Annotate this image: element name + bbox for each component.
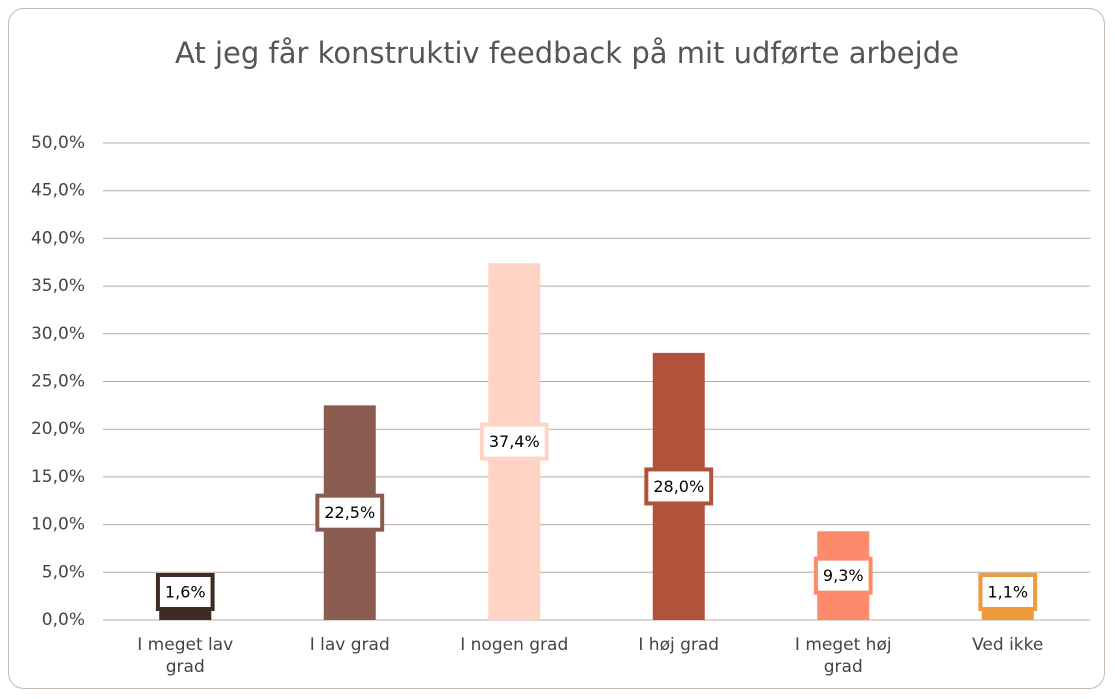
y-tick-label: 5,0% [42,562,85,582]
y-tick-label: 0,0% [42,610,85,630]
x-tick-label: Ved ikke [972,635,1044,655]
y-tick-label: 25,0% [31,372,85,392]
y-tick-label: 50,0% [31,133,85,153]
data-label: 37,4% [489,432,540,451]
x-tick-label: I meget høj grad [794,635,892,677]
y-tick-label: 30,0% [31,324,85,344]
x-tick-label: I meget lav grad [137,635,234,677]
data-label-box [479,422,549,461]
data-label-box [813,556,873,595]
y-tick-label: 20,0% [31,419,85,439]
chart-frame [8,8,1105,689]
data-label: 9,3% [823,566,864,585]
x-tick-label: I nogen grad [460,635,569,655]
y-tick-label: 15,0% [31,467,85,487]
y-tick-label: 10,0% [31,515,85,535]
data-label-box [315,493,385,532]
y-tick-label: 40,0% [31,228,85,248]
x-tick-label: I lav grad [309,635,390,655]
chart-title: At jeg får konstruktiv feedback på mit u… [175,36,959,70]
data-label: 1,1% [987,583,1028,602]
data-label-box [644,467,714,506]
y-tick-label: 35,0% [31,276,85,296]
data-label: 28,0% [653,477,704,496]
x-tick-label: I høj grad [638,635,720,655]
data-label: 22,5% [324,503,375,522]
data-label: 1,6% [165,583,206,602]
data-label-box [155,573,215,611]
data-label-box [978,573,1038,611]
y-tick-label: 45,0% [31,181,85,201]
bar [981,609,1034,620]
